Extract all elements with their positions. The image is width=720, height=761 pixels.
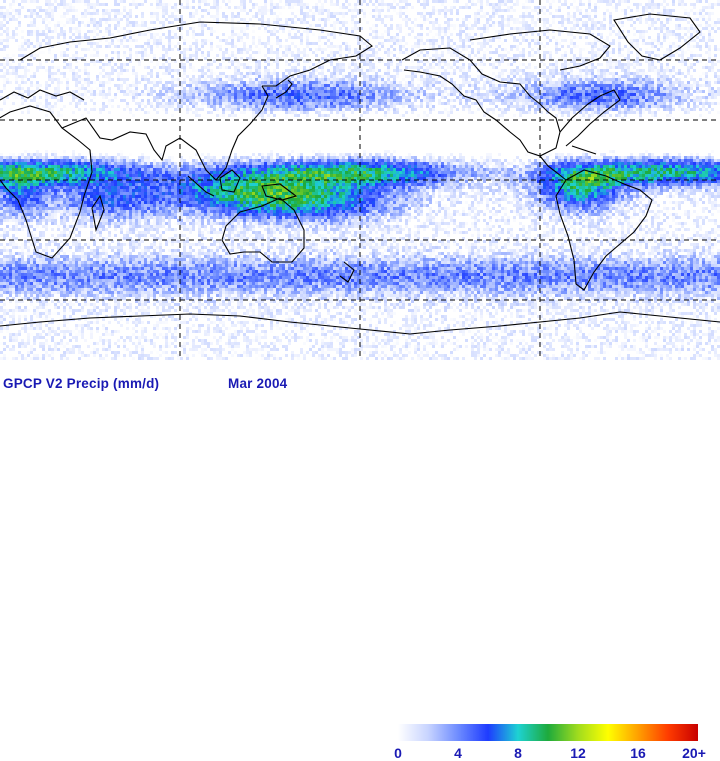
coastline-central-america bbox=[539, 155, 567, 181]
coastline-australia bbox=[221, 197, 305, 263]
coastline-canada-arctic bbox=[469, 29, 611, 71]
coastline-north-america bbox=[401, 47, 561, 157]
map-title: GPCP V2 Precip (mm/d) bbox=[3, 376, 160, 391]
coastline-eurasia-north bbox=[19, 21, 373, 87]
colorbar-tick-label: 16 bbox=[630, 745, 646, 761]
coastline-japan bbox=[275, 79, 293, 99]
coastline-europe bbox=[0, 89, 85, 101]
map-overlay bbox=[0, 0, 720, 360]
coastline-caribbean bbox=[571, 145, 597, 155]
coastline-sumatra bbox=[187, 175, 215, 197]
precipitation-map bbox=[0, 0, 720, 360]
colorbar-tick-label: 0 bbox=[394, 745, 402, 761]
colorbar bbox=[398, 724, 698, 741]
coastline-south-america bbox=[555, 169, 653, 291]
colorbar-tick-label: 20+ bbox=[682, 745, 706, 761]
footer-bar: GPCP V2 Precip (mm/d) Mar 2004 0 4 8 12 16 20… bbox=[0, 360, 720, 761]
coastline-greenland bbox=[613, 13, 701, 61]
graticule bbox=[0, 0, 720, 360]
coastlines bbox=[0, 13, 720, 335]
colorbar-tick-label: 4 bbox=[454, 745, 462, 761]
coastline-new-guinea bbox=[261, 183, 298, 201]
coastline-africa bbox=[0, 105, 93, 259]
coastline-north-america-east bbox=[559, 89, 621, 147]
coastline-asia-south bbox=[61, 85, 269, 181]
coastline-borneo bbox=[219, 169, 241, 193]
coastline-madagascar bbox=[91, 194, 105, 232]
coastline-antarctica bbox=[0, 311, 720, 335]
coastline-new-zealand bbox=[339, 261, 355, 283]
map-date: Mar 2004 bbox=[228, 376, 288, 391]
colorbar-tick-label: 12 bbox=[570, 745, 586, 761]
colorbar-gradient bbox=[398, 724, 698, 741]
colorbar-tick-label: 8 bbox=[514, 745, 522, 761]
